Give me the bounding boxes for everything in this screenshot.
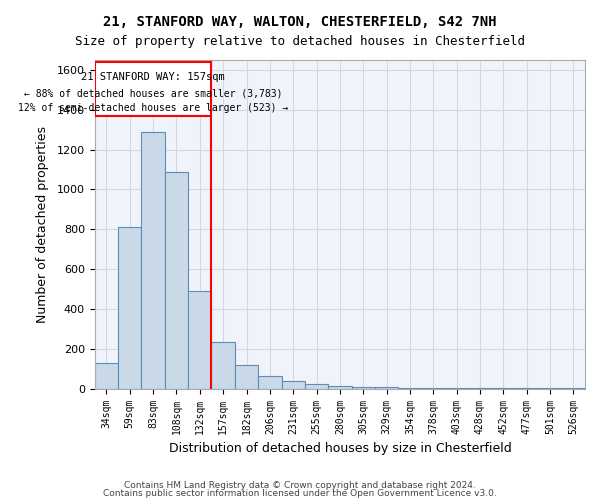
Text: ← 88% of detached houses are smaller (3,783): ← 88% of detached houses are smaller (3,… bbox=[24, 88, 283, 98]
Text: 21, STANFORD WAY, WALTON, CHESTERFIELD, S42 7NH: 21, STANFORD WAY, WALTON, CHESTERFIELD, … bbox=[103, 15, 497, 29]
Text: 21 STANFORD WAY: 157sqm: 21 STANFORD WAY: 157sqm bbox=[81, 72, 225, 82]
Bar bbox=[305, 384, 328, 388]
FancyBboxPatch shape bbox=[95, 62, 211, 116]
Text: Size of property relative to detached houses in Chesterfield: Size of property relative to detached ho… bbox=[75, 35, 525, 48]
Bar bbox=[118, 228, 142, 388]
Y-axis label: Number of detached properties: Number of detached properties bbox=[35, 126, 49, 323]
Bar bbox=[352, 386, 375, 388]
Bar bbox=[142, 132, 165, 388]
Bar bbox=[188, 291, 211, 388]
Bar bbox=[328, 386, 352, 388]
Bar bbox=[211, 342, 235, 388]
Bar bbox=[375, 387, 398, 388]
Text: 12% of semi-detached houses are larger (523) →: 12% of semi-detached houses are larger (… bbox=[18, 102, 288, 113]
Bar bbox=[165, 172, 188, 388]
X-axis label: Distribution of detached houses by size in Chesterfield: Distribution of detached houses by size … bbox=[169, 442, 511, 455]
Bar bbox=[95, 363, 118, 388]
Text: Contains HM Land Registry data © Crown copyright and database right 2024.: Contains HM Land Registry data © Crown c… bbox=[124, 481, 476, 490]
Text: Contains public sector information licensed under the Open Government Licence v3: Contains public sector information licen… bbox=[103, 488, 497, 498]
Bar bbox=[235, 365, 258, 388]
Bar bbox=[281, 381, 305, 388]
Bar bbox=[258, 376, 281, 388]
